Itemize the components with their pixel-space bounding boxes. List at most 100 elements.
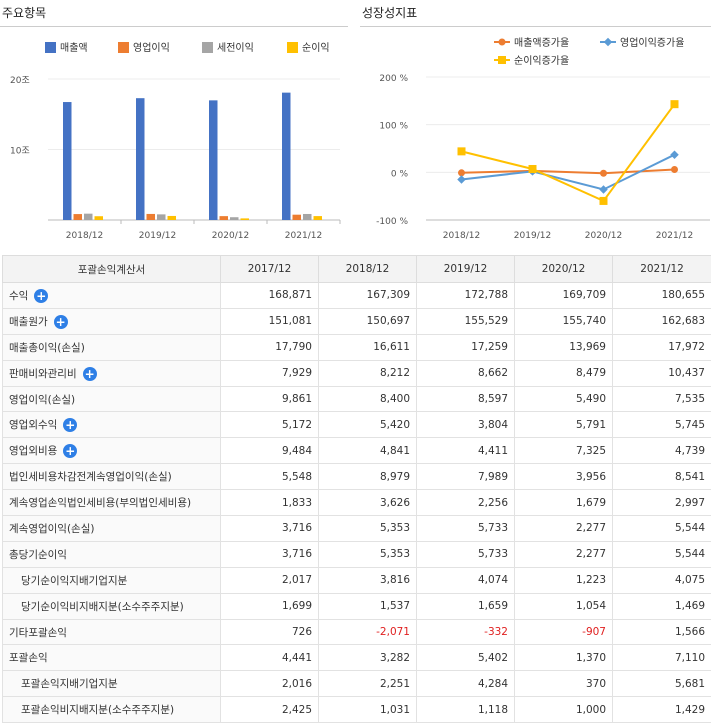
- value-cell: 3,816: [318, 566, 417, 594]
- series-line-1: [461, 153, 675, 191]
- value-cell: 2,256: [416, 489, 515, 517]
- bar-2-3: [303, 213, 312, 220]
- row-label: 포괄손익지배기업지분: [2, 670, 221, 698]
- bar-1-2: [219, 216, 228, 220]
- table-header-row: 포괄손익계산서 2017/12 2018/12 2019/12 2020/12 2021/…: [2, 255, 711, 283]
- point-0-0: [458, 169, 465, 177]
- value-cell: 3,716: [220, 515, 319, 542]
- value-cell: 1,370: [514, 644, 613, 672]
- expand-plus-icon[interactable]: +: [63, 444, 78, 459]
- table-row: 포괄손익비지배지분(소수주주지분) 2,425 1,031 1,118 1,000 1,4…: [2, 696, 711, 724]
- value-cell: 5,490: [514, 385, 613, 413]
- value-cell: 167,309: [318, 282, 417, 309]
- bar-3-2: [240, 218, 249, 220]
- value-cell: 17,972: [612, 333, 711, 361]
- bar-0-1: [136, 98, 145, 220]
- x-tick-label-1: 2019/12: [514, 231, 551, 241]
- value-cell: 3,716: [220, 540, 319, 568]
- value-cell: 2,277: [514, 515, 613, 542]
- legend-swatch-1: [118, 42, 129, 53]
- value-cell: 1,031: [318, 696, 417, 724]
- bar-2-2: [230, 217, 239, 220]
- table-body: 수익 +168,871 167,309 172,788 169,709 180,655 매출…: [2, 282, 711, 724]
- expand-plus-icon[interactable]: +: [82, 366, 97, 381]
- value-cell: 155,529: [416, 307, 515, 335]
- value-cell: 1,469: [612, 592, 711, 620]
- value-cell: 1,000: [514, 696, 613, 724]
- table-row: 계속영업손익법인세비용(부의법인세비용) 1,833 3,626 2,256 1,679…: [2, 489, 711, 517]
- header-label-cell: 포괄손익계산서: [2, 255, 221, 283]
- bar-chart-panel: 매출액 영업이익 세전이익 순이익 20조 10조 2018/12 2019/12 2020/1…: [0, 26, 348, 248]
- row-label-text: 포괄손익비지배지분(소수주주지분): [21, 704, 175, 717]
- bar-2-0: [84, 213, 93, 220]
- header-year-cell: 2019/12: [416, 255, 515, 283]
- value-cell: 8,979: [318, 463, 417, 491]
- value-cell: 5,353: [318, 540, 417, 568]
- legend-marker-1: [603, 37, 613, 47]
- value-cell: 4,739: [612, 437, 711, 465]
- table-row: 판매비와관리비 +7,929 8,212 8,662 8,479 10,437: [2, 359, 711, 387]
- value-cell: 4,284: [416, 670, 515, 698]
- point-0-3: [671, 165, 678, 173]
- series-line-2: [461, 103, 676, 203]
- value-cell: 5,402: [416, 644, 515, 672]
- table-row: 법인세비용차감전계속영업이익(손실) 5,548 8,979 7,989 3,956 8,…: [2, 463, 711, 491]
- value-cell: 3,956: [514, 463, 613, 491]
- point-1-3: [670, 150, 679, 159]
- left-chart-title: 주요항목: [2, 6, 47, 20]
- value-cell: 8,212: [318, 359, 417, 387]
- row-label: 계속영업이익(손실): [2, 515, 221, 542]
- row-label: 포괄손익: [2, 644, 221, 672]
- row-label-text: 포괄손익지배기업지분: [21, 678, 118, 691]
- x-tick-label-0: 2018/12: [66, 231, 103, 241]
- expand-plus-icon[interactable]: +: [53, 314, 68, 329]
- value-cell: 8,479: [514, 359, 613, 387]
- row-label-text: 계속영업손익법인세비용(부의법인세비용): [9, 497, 192, 510]
- bar-1-3: [292, 214, 301, 220]
- legend-label-2: 세전이익: [217, 42, 254, 54]
- value-cell: 5,420: [318, 411, 417, 439]
- value-cell: -2,071: [318, 618, 417, 646]
- value-cell: 3,282: [318, 644, 417, 672]
- value-cell: 2,016: [220, 670, 319, 698]
- row-label: 법인세비용차감전계속영업이익(손실): [2, 463, 221, 491]
- x-tick-label-3: 2021/12: [656, 231, 693, 241]
- table-row: 수익 +168,871 167,309 172,788 169,709 180,655: [2, 282, 711, 309]
- value-cell: -907: [514, 618, 613, 646]
- value-cell: 1,054: [514, 592, 613, 620]
- row-label-text: 당기순이익비지배지분(소수주주지분): [21, 600, 184, 613]
- value-cell: 2,251: [318, 670, 417, 698]
- table-row: 포괄손익지배기업지분 2,016 2,251 4,284 370 5,681: [2, 670, 711, 698]
- value-cell: 151,081: [220, 307, 319, 335]
- row-label-text: 법인세비용차감전계속영업이익(손실): [9, 471, 172, 484]
- value-cell: 1,223: [514, 566, 613, 594]
- legend-label-1: 영업이익: [133, 41, 170, 54]
- y-tick-label-3: -100 %: [376, 217, 408, 227]
- value-cell: -332: [416, 618, 515, 646]
- row-label-text: 영업외수익: [9, 419, 58, 432]
- value-cell: 1,537: [318, 592, 417, 620]
- value-cell: 7,110: [612, 644, 711, 672]
- bar-1-1: [146, 213, 155, 220]
- header-year-cell: 2020/12: [514, 255, 613, 283]
- value-cell: 168,871: [220, 282, 319, 309]
- bar-0-0: [63, 102, 72, 220]
- row-label: 수익 +: [2, 282, 221, 309]
- x-tick-label-2: 2020/12: [585, 231, 622, 241]
- bar-0-3: [282, 92, 291, 220]
- row-label: 영업외비용 +: [2, 437, 221, 465]
- row-label-text: 수익: [9, 289, 29, 302]
- row-label: 기타포괄손익: [2, 618, 221, 646]
- value-cell: 5,733: [416, 515, 515, 542]
- x-tick-label-0: 2018/12: [443, 231, 480, 241]
- row-label: 영업이익(손실): [2, 385, 221, 413]
- row-label-text: 기타포괄손익: [9, 626, 67, 639]
- expand-plus-icon[interactable]: +: [34, 288, 49, 303]
- point-0-2: [600, 169, 607, 177]
- value-cell: 172,788: [416, 282, 515, 309]
- bar-chart: 매출액 영업이익 세전이익 순이익 20조 10조 2018/12 2019/12 2020/1…: [10, 41, 341, 241]
- value-cell: 2,997: [612, 489, 711, 517]
- value-cell: 1,659: [416, 592, 515, 620]
- expand-plus-icon[interactable]: +: [63, 418, 78, 433]
